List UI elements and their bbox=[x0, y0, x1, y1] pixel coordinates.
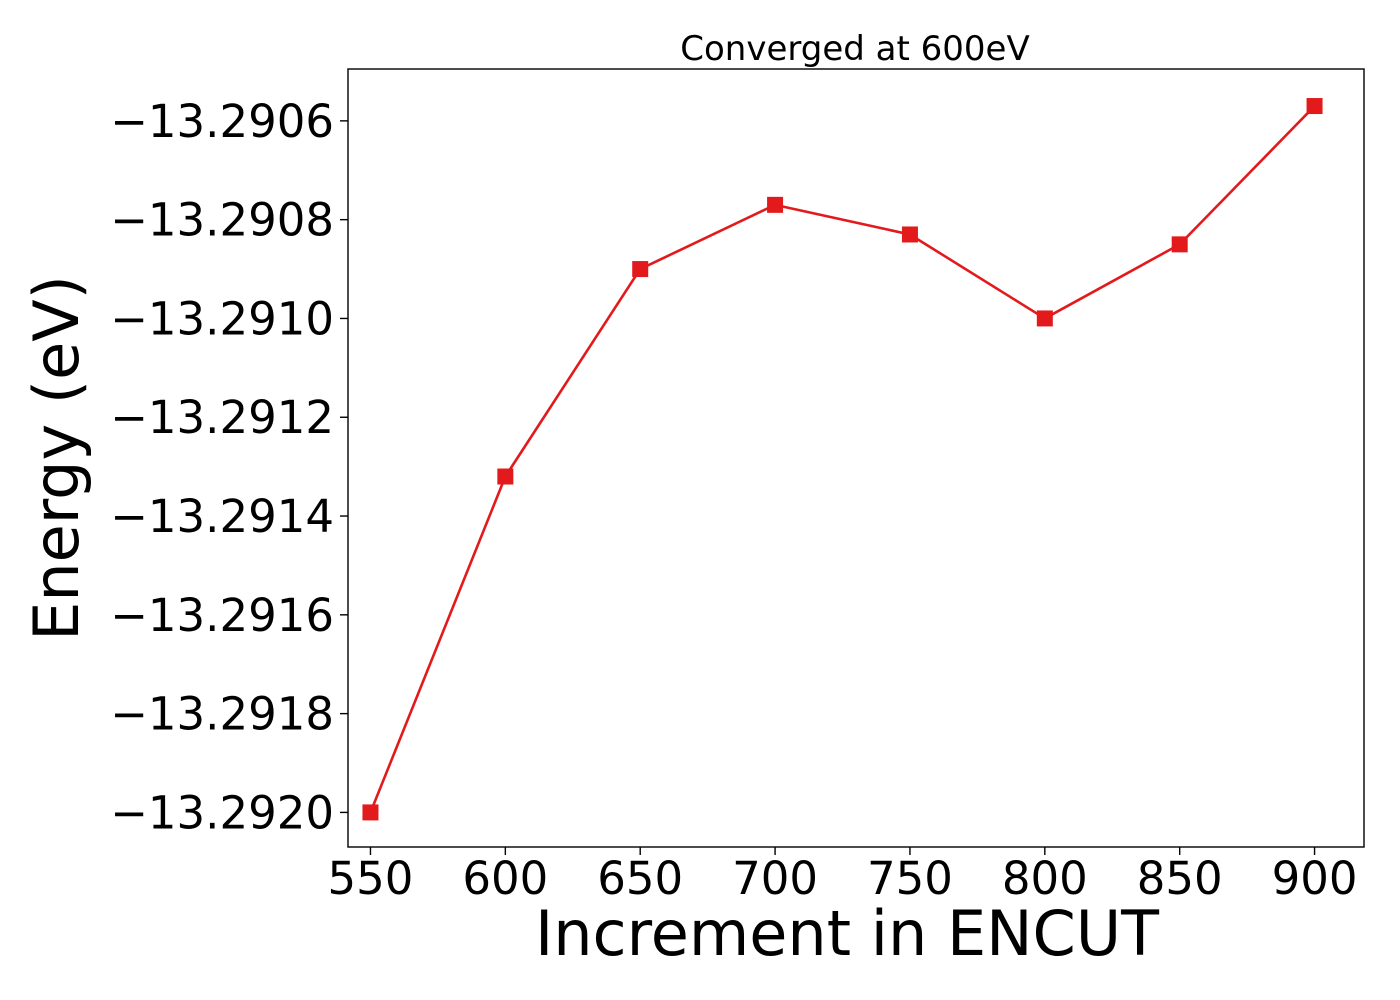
data-point-marker bbox=[767, 196, 784, 213]
x-tick-label: 800 bbox=[1002, 852, 1088, 905]
y-tick-label: −13.2914 bbox=[110, 490, 334, 543]
x-tick-label: 750 bbox=[867, 852, 953, 905]
data-point-marker bbox=[497, 468, 514, 485]
x-tick-label: 550 bbox=[328, 852, 414, 905]
y-tick-label: −13.2918 bbox=[110, 688, 334, 741]
x-tick-label: 900 bbox=[1272, 852, 1358, 905]
y-tick-label: −13.2908 bbox=[110, 194, 334, 247]
x-tick-label: 700 bbox=[732, 852, 818, 905]
chart-title: Converged at 600eV bbox=[680, 29, 1029, 69]
plot-area-frame bbox=[347, 68, 1365, 848]
y-tick-label: −13.2916 bbox=[110, 589, 334, 642]
series-line bbox=[369, 104, 1316, 814]
x-tick-label: 650 bbox=[597, 852, 683, 905]
x-axis-label: Increment in ENCUT bbox=[535, 897, 1160, 970]
x-axis-ticks: 550 600 650 700 750 800 850 900 bbox=[328, 847, 1358, 905]
y-axis-label: Energy (eV) bbox=[20, 275, 93, 641]
data-point-marker bbox=[1171, 236, 1188, 253]
data-point-marker bbox=[362, 804, 379, 821]
y-tick-label: −13.2910 bbox=[110, 292, 334, 345]
data-point-marker bbox=[901, 226, 918, 243]
x-tick-label: 600 bbox=[462, 852, 548, 905]
series-group bbox=[362, 98, 1323, 821]
y-tick-label: −13.2912 bbox=[110, 391, 334, 444]
data-point-marker bbox=[632, 261, 649, 278]
y-axis-ticks: −13.2920 −13.2918 −13.2916 −13.2914 −13.2912… bbox=[110, 95, 348, 839]
data-point-marker bbox=[1306, 98, 1323, 115]
y-tick-label: −13.2906 bbox=[110, 95, 334, 148]
data-point-marker bbox=[1036, 310, 1053, 327]
y-tick-label: −13.2920 bbox=[110, 786, 334, 839]
x-tick-label: 850 bbox=[1137, 852, 1223, 905]
